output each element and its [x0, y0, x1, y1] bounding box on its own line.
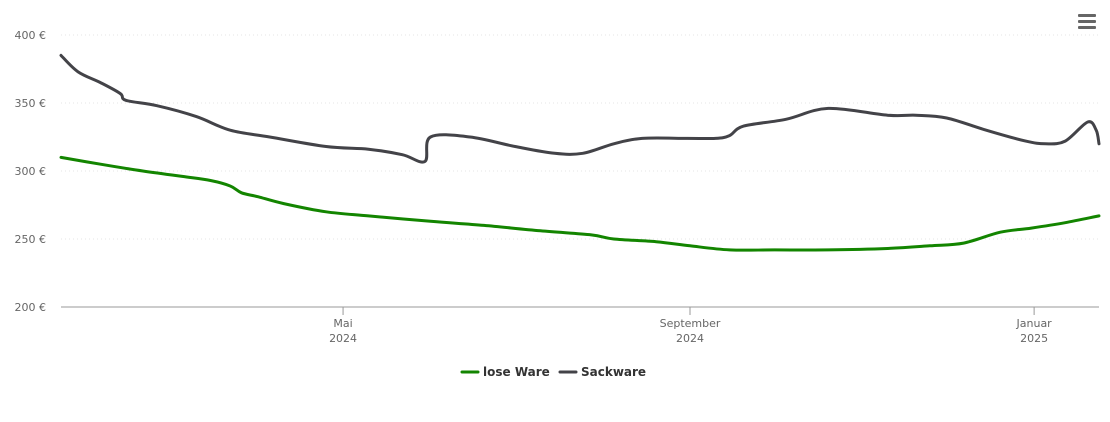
- y-tick-label: 200 €: [15, 301, 47, 314]
- y-tick-label: 400 €: [15, 29, 47, 42]
- x-tick-label: Januar: [1016, 317, 1053, 330]
- y-axis-labels: 200 € 250 € 300 € 350 € 400 €: [15, 29, 47, 314]
- legend-item-lose-ware[interactable]: lose Ware: [460, 365, 550, 379]
- series-line-lose-ware[interactable]: [59, 155, 1101, 252]
- x-tick-year-label: 2024: [329, 332, 357, 345]
- series-line-sackware[interactable]: [59, 53, 1101, 164]
- legend: lose Ware Sackware: [460, 365, 646, 379]
- x-tick-label: Mai: [333, 317, 352, 330]
- x-tick-year-label: 2025: [1020, 332, 1048, 345]
- y-tick-label: 250 €: [15, 233, 47, 246]
- legend-item-sackware[interactable]: Sackware: [558, 365, 646, 379]
- y-tick-label: 300 €: [15, 165, 47, 178]
- legend-label: lose Ware: [483, 365, 550, 379]
- y-tick-label: 350 €: [15, 97, 47, 110]
- legend-label: Sackware: [581, 365, 646, 379]
- grid-layer: [61, 34, 1099, 240]
- x-axis-labels: Mai 2024 September 2024 Januar 2025: [329, 307, 1052, 345]
- series-layer: [59, 53, 1101, 252]
- x-tick-label: September: [660, 317, 721, 330]
- x-tick-year-label: 2024: [676, 332, 704, 345]
- hamburger-menu-icon[interactable]: [1076, 12, 1098, 32]
